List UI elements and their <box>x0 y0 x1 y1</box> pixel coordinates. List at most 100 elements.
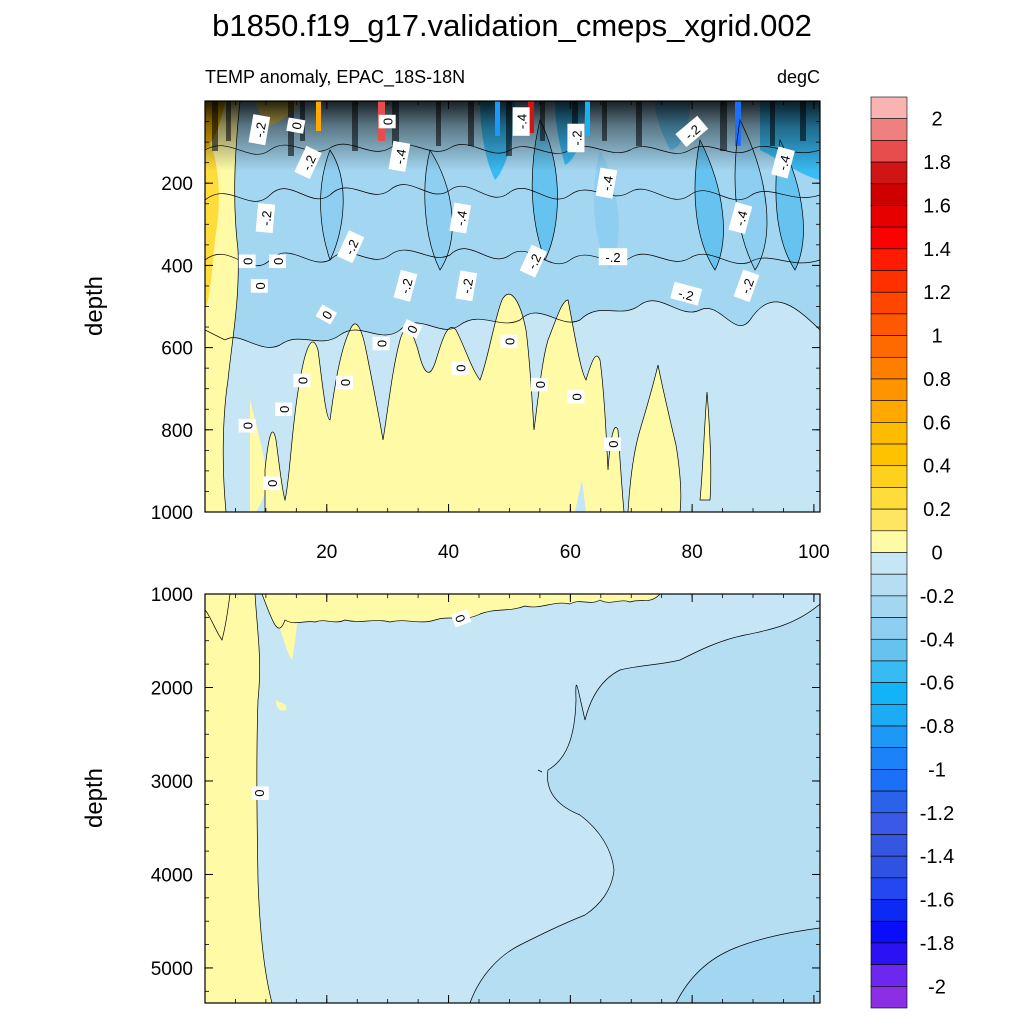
colorbar-tick-label: 1.4 <box>923 239 951 261</box>
contour-label-box <box>269 254 287 269</box>
colorbar-tick-label: -0.2 <box>920 586 954 608</box>
y-tick-label: 200 <box>161 174 193 195</box>
colorbar-labels: 2 1.8 1.6 1.4 1.2 1 0.8 0.6 0.4 0.2 0 -0.2 -0.4 -0.6 -… <box>920 109 954 999</box>
contour-label: 0 <box>450 608 472 628</box>
contour-label-box <box>567 390 585 404</box>
contour-label-text: -.4 <box>599 175 616 193</box>
colorbar-tick-label: -2 <box>928 976 946 998</box>
contour-label: 0 <box>275 402 293 416</box>
contour-label: -.2 <box>336 230 365 264</box>
contour-label-text: -.4 <box>453 209 470 227</box>
y-tick-label: 3000 <box>151 772 193 793</box>
contour-label-box <box>372 336 390 351</box>
contour-label: -.2 <box>248 114 271 146</box>
colorbar-box <box>870 422 908 445</box>
contour-label: 0 <box>530 377 548 392</box>
colorbar-tick-label: 1.8 <box>923 152 951 174</box>
contour-label-box <box>451 361 469 375</box>
contour-label-text: 0 <box>375 340 390 347</box>
contour-label-box <box>255 203 276 234</box>
contour-label-box <box>286 117 306 134</box>
colorbar-box <box>870 335 908 358</box>
colorbar-tick-label: -1.2 <box>920 803 954 825</box>
colorbar-box <box>870 682 908 705</box>
colorbar-box <box>870 964 908 987</box>
contour-label-box <box>250 279 268 293</box>
colorbar-box <box>870 834 908 857</box>
contour-label-text: 0 <box>277 406 292 413</box>
colorbar-box <box>870 118 908 141</box>
contour-label: -.2 <box>733 269 760 303</box>
colorbar-box <box>870 660 908 683</box>
contour-label: -.4 <box>512 107 530 136</box>
colorbar-box <box>870 508 908 532</box>
contour-label: 0 <box>401 319 423 339</box>
contour-label-box <box>530 377 548 392</box>
contour-label: 0 <box>286 117 306 134</box>
colorbar-tick-label: 0 <box>931 543 942 565</box>
colorbar-box <box>870 704 908 727</box>
contour-label-box <box>603 437 621 451</box>
x-tick-label: 100 <box>798 542 830 563</box>
contour-label-box <box>378 114 396 129</box>
colorbar-box <box>870 725 908 749</box>
upper-contour-labels: -.2 0 -.2 0 -.4 -.4 -.2 -.4 -.2 -.4 -.2 -.2 -.4 -.4 0 0… <box>238 107 795 490</box>
contour-label-text: -.2 <box>682 122 703 143</box>
lower-ylabel: depth <box>81 768 108 828</box>
colorbar-tick-label: -0.8 <box>920 716 954 738</box>
contour-label-text: -.2 <box>342 237 362 257</box>
panel-left-label: TEMP anomaly, EPAC_18S-18N <box>205 67 465 88</box>
contour-label: 0 <box>603 437 621 451</box>
contour-label-text: -.4 <box>392 148 409 166</box>
contour-label: 0 <box>250 279 268 293</box>
colorbar-box <box>870 356 908 380</box>
contour-label-text: -.4 <box>775 154 793 173</box>
contour-label-text: 0 <box>454 365 469 372</box>
contour-label-box <box>567 123 585 153</box>
contour-label: -.4 <box>771 146 795 179</box>
colorbar-tick-label: 1 <box>931 326 942 348</box>
colorbar-box <box>870 400 908 423</box>
lower-contour-fill <box>205 594 820 1003</box>
contour-label-box <box>388 140 411 172</box>
colorbar-box <box>870 769 908 792</box>
contour-label: -.4 <box>595 167 618 199</box>
contour-label: -.2 <box>670 281 703 306</box>
contour-label-box <box>315 304 338 325</box>
contour-label-box <box>238 254 256 269</box>
colorbar-tick-label: 0.8 <box>923 369 951 391</box>
contour-label-box <box>455 270 478 302</box>
colorbar-box <box>870 747 908 770</box>
colorbar-box <box>870 877 908 900</box>
contour-label-box <box>670 281 703 306</box>
panel-units-label: degC <box>777 67 820 87</box>
contour-label-text: 0 <box>271 258 286 265</box>
colorbar-box <box>870 617 908 640</box>
contour-label: -.4 <box>388 140 411 172</box>
contour-label: 0 <box>378 114 396 129</box>
contour-label-box <box>512 107 530 136</box>
upper-axis-ticks: 200 400 600 800 1000 20 40 60 80 100 <box>151 100 830 563</box>
contour-label-text: -.2 <box>524 251 544 271</box>
colorbar-box <box>870 595 908 618</box>
contour-label-text: 0 <box>241 422 256 429</box>
contour-label-box <box>393 269 418 302</box>
contour-label: 0 <box>451 361 469 375</box>
colorbar-box <box>870 96 908 119</box>
contour-label-text: -.2 <box>299 153 319 173</box>
colorbar-tick-label: -0.6 <box>920 673 954 695</box>
y-tick-label: 400 <box>161 256 193 277</box>
colorbar-tick-label: 0.2 <box>923 499 951 521</box>
contour-label: 0 <box>262 476 280 490</box>
colorbar-tick-label: 2 <box>931 109 942 131</box>
contour-label-box <box>401 319 423 339</box>
colorbar-box <box>870 205 908 228</box>
contour-label-box <box>275 402 293 416</box>
contour-label: 0 <box>238 254 256 269</box>
colorbar-tick-label: 1.6 <box>923 195 951 217</box>
upper-ylabel: depth <box>81 276 108 336</box>
colorbar-box <box>870 226 908 250</box>
contour-label-text: 0 <box>252 790 267 797</box>
contour-label-text: 0 <box>381 118 396 125</box>
